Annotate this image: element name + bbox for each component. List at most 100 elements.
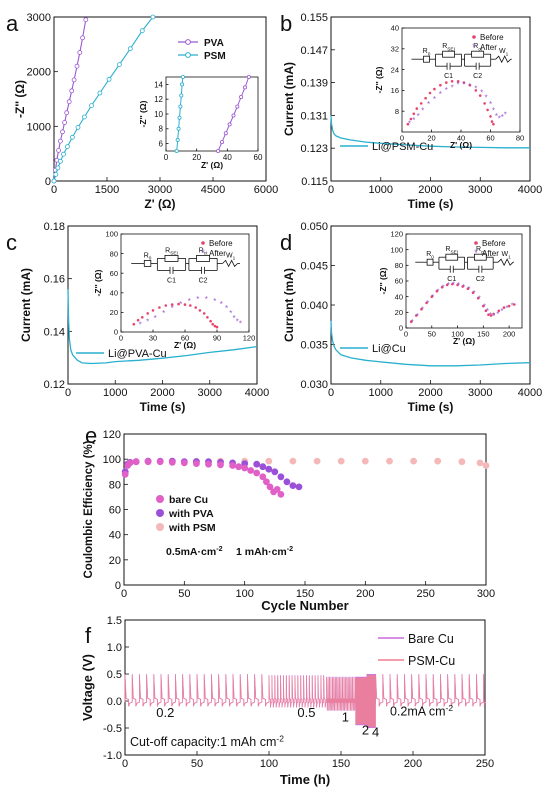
data-point [471,291,475,295]
text-part: R [426,251,431,258]
rate-annotation: 1 [342,710,349,725]
x-tick-label: 3000 [148,184,172,196]
y-tick-label: 100 [103,454,121,466]
x-tick-label: 100 [235,588,253,600]
x-tick-label: 0 [404,330,408,339]
data-point [466,287,470,291]
data-point-star: * [408,120,411,129]
legend-marker [156,523,164,531]
x-tick-label: 4000 [245,387,269,399]
y-tick-label: 0 [45,176,51,188]
data-point-star: * [504,111,507,120]
data-point-star: * [495,112,498,121]
data-point-star: * [427,100,430,109]
y-tick-label: 0 [399,324,403,333]
data-point [170,303,174,306]
rate-annotation: 0.2mA cm-2 [390,703,453,719]
data-point-star: * [478,295,481,304]
data-point [456,80,460,83]
text-part: ct [481,249,485,255]
data-point [490,120,494,123]
data-point [211,322,214,326]
text-part: 1 [233,256,236,262]
data-point [489,314,493,317]
text-part: -2 [287,545,293,553]
data-point [202,312,206,315]
text-part: 0.5mA·cm [166,546,216,558]
y-axis-label: Current (mA) [19,268,33,342]
y-tick-label: 12 [154,95,163,104]
legend-marker [185,52,191,58]
y-tick-label: 0.139 [300,78,328,90]
inset-data-point [176,126,181,131]
legend-label: Li@PVA-Cu [108,348,167,360]
inset-data-point [216,148,221,153]
legend-marker [156,509,164,517]
data-point [180,459,188,467]
data-point-star: * [486,307,489,316]
y-tick-label: 10 [154,110,163,119]
text-part: R [144,252,149,259]
data-point [476,459,484,467]
text-part: W [226,252,233,259]
y-tick-label: 0.035 [300,339,328,351]
y-tick-label: 40 [109,530,121,542]
data-point [478,94,482,97]
y-tick-label: 8 [395,107,399,116]
text-part: 1 [506,51,509,57]
data-point-star: * [480,89,483,98]
text-part: 1 [508,254,511,260]
data-point [420,307,423,311]
data-point [476,296,480,300]
inset-frame [405,233,523,329]
y-axis-label: -Z'' (Ω) [13,80,27,118]
x-tick-label: 20 [427,134,435,143]
data-point [283,478,291,486]
x-tick-label: 200 [404,758,422,770]
circuit-label-w: W1 [226,252,236,261]
legend-label: Li@PSM-Cu [372,141,433,153]
data-point [430,295,434,299]
y-axis-label: Coulombic Efficiency (%) [83,440,95,578]
data-point [66,99,72,105]
data-point [253,469,261,477]
panel-d: d0 1000 2000 3000 40000.0300.0350.0400.0450.… [280,221,542,414]
data-point-star: * [485,94,488,103]
data-point [56,147,61,153]
data-point-star: * [505,304,508,313]
data-point [168,458,176,466]
inset-x-label: Z' (Ω) [174,340,196,350]
inset-frame [165,76,259,152]
circuit-label-r: RSEI [165,247,178,256]
data-point-star: * [467,285,470,294]
text-part: -2 [446,703,454,713]
data-point [253,460,261,468]
x-tick-label: 120 [243,334,256,343]
y-tick-label: 0 [114,328,118,337]
data-point-star: * [462,283,465,292]
x-tick-label: 4000 [518,387,542,399]
inset-y-label: -Z'' (Ω) [374,66,384,93]
rate-annotation: 2 [362,722,369,737]
series-line [53,16,154,182]
x-tick-label: 6000 [254,184,278,196]
y-tick-label: 0.14 [44,326,65,338]
data-point [440,286,444,289]
data-point [271,468,279,476]
x-tick-label: 2000 [418,184,442,196]
x-axis-label: Time (h) [280,772,330,787]
x-axis-label: Cycle Number [261,598,348,613]
data-point-star: * [411,318,414,327]
data-point [439,83,442,87]
inset-y-label: -Z'' (Ω) [378,267,388,294]
data-point [213,324,217,328]
y-tick-label: 0 [115,580,121,592]
legend-marker [201,241,205,245]
data-point-star: * [188,297,191,306]
inset-data-point [223,131,228,136]
y-tick-label: 0.123 [300,143,328,155]
y-tick-label: 0.155 [300,12,328,24]
data-point-star: * [511,302,514,311]
circuit-label-r: Rct [473,43,482,52]
legend-label: with PSM [168,522,216,534]
